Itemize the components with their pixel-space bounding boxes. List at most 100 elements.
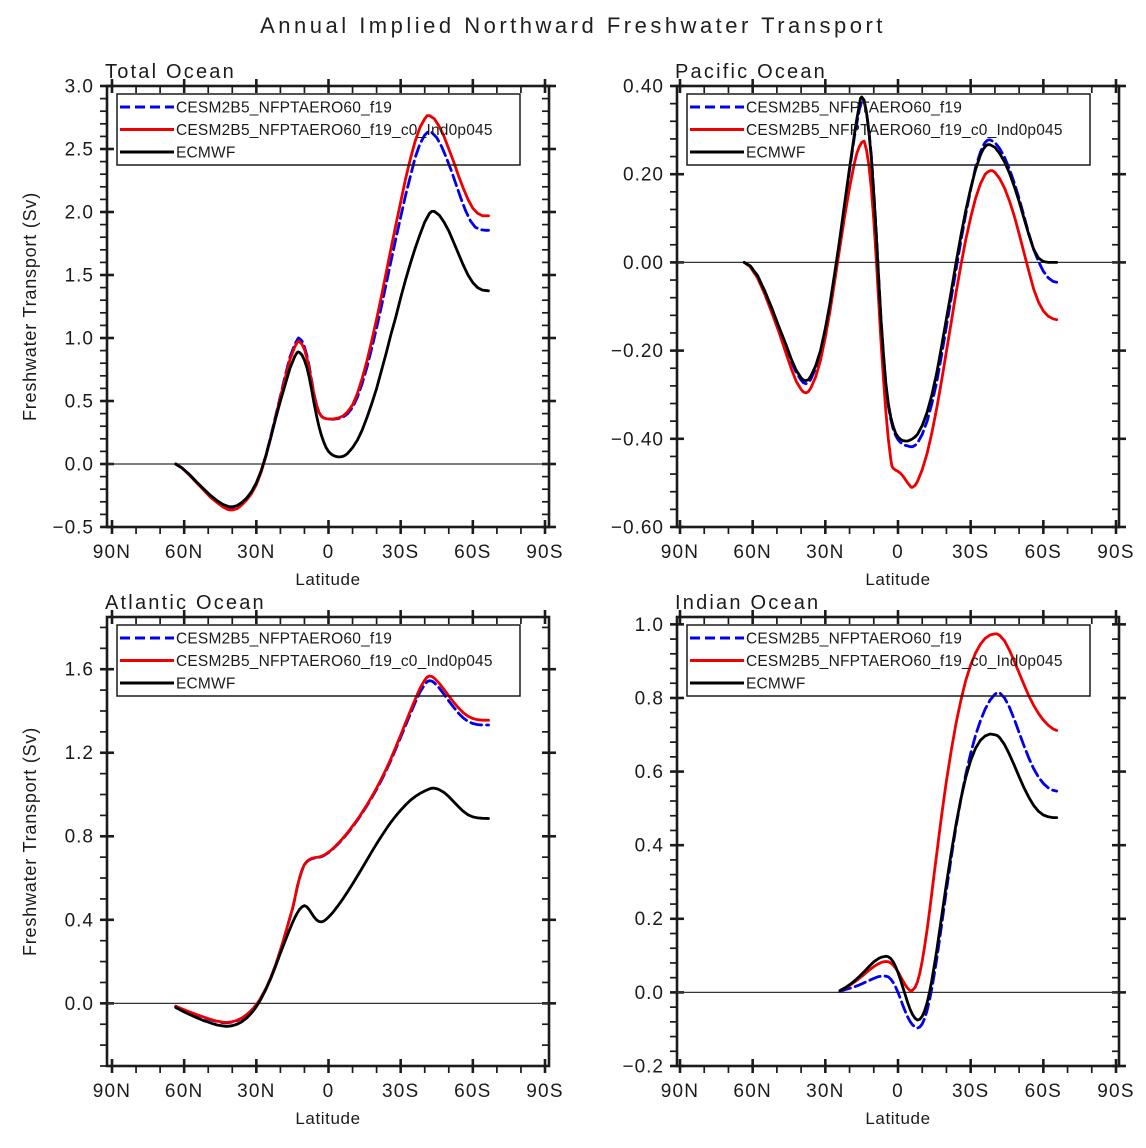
y-tick-label: 3.0 [65, 76, 94, 97]
panel-title: Pacific Ocean [675, 61, 827, 83]
x-tick-label: 90N [93, 542, 131, 563]
x-tick-label: 90N [93, 1081, 131, 1102]
y-tick-label: 1.0 [635, 615, 664, 636]
legend-box [116, 93, 521, 166]
x-tick-label: 60N [733, 542, 771, 563]
x-tick-label: 0 [892, 1081, 904, 1102]
y-tick-label: 0.20 [623, 165, 664, 186]
y-axis-label: Freshwater Transport (Sv) [20, 192, 40, 421]
x-tick-label: 30N [237, 542, 275, 563]
legend-label: CESM2B5_NFPTAERO60_f19 [746, 99, 962, 116]
legend-label: CESM2B5_NFPTAERO60_f19_c0_Ind0p045 [176, 122, 493, 139]
y-tick-label: 0.6 [635, 762, 664, 783]
legend-label: CESM2B5_NFPTAERO60_f19_c0_Ind0p045 [746, 122, 1063, 139]
plot-border [675, 84, 1121, 529]
x-tick-label: 60S [1025, 1081, 1062, 1102]
y-tick-label: −0.60 [611, 517, 664, 538]
series-ecmwf [742, 95, 1059, 443]
x-tick-label: 90N [661, 542, 699, 563]
y-tick-label: 1.6 [65, 660, 94, 681]
series-ecmwf [174, 210, 490, 509]
x-tick-label: 60S [454, 542, 491, 563]
panel-indian-ocean: 90N 60N 30N 0 30S 60S 90S 1.0 0.8 0.6 0.4 0.2 0.0 −0.… [622, 592, 1134, 1128]
legend-label: CESM2B5_NFPTAERO60_f19_c0_Ind0p045 [176, 653, 493, 670]
x-tick-label: 30N [237, 1081, 275, 1102]
y-tick-label: 1.0 [65, 328, 94, 349]
legend-label: CESM2B5_NFPTAERO60_f19 [176, 630, 392, 647]
plot-border [675, 615, 1121, 1068]
x-tick-label: 60N [733, 1081, 771, 1102]
x-axis-label: Latitude [295, 570, 360, 589]
y-tick-label: −0.2 [622, 1056, 664, 1077]
y-tick-label: 0.4 [635, 836, 664, 857]
panel-pacific-ocean: 90N 60N 30N 0 30S 60S 90S 0.40 0.20 0.00 −0.20 −0.4… [611, 61, 1134, 589]
series-cesm-f19-c0-ind0p045 [838, 632, 1059, 993]
legend-label: CESM2B5_NFPTAERO60_f19 [176, 99, 392, 116]
y-tick-label: 0.40 [623, 76, 664, 97]
panel-title: Indian Ocean [675, 592, 820, 614]
y-tick-label: 0.0 [65, 994, 94, 1015]
y-tick-label: 0.8 [635, 688, 664, 709]
series-cesm-f19-c0-ind0p045 [174, 674, 490, 1024]
legend-label: CESM2B5_NFPTAERO60_f19_c0_Ind0p045 [746, 653, 1063, 670]
x-tick-label: 30S [952, 542, 989, 563]
legend-label: ECMWF [746, 144, 806, 161]
y-tick-label: 0.8 [65, 827, 94, 848]
y-tick-label: 0.5 [65, 391, 94, 412]
series-ecmwf [838, 732, 1059, 1022]
y-tick-label: 2.0 [65, 202, 94, 223]
panel-atlantic-ocean: 90N 60N 30N 0 30S 60S 90S 1.6 1.2 0.8 0.4 0.0 Atlant… [20, 592, 563, 1128]
y-tick-label: 1.5 [65, 265, 94, 286]
legend-box [686, 93, 1091, 166]
y-tick-label: 0.4 [65, 910, 94, 931]
x-tick-label: 0 [892, 542, 904, 563]
x-tick-label: 30S [382, 542, 419, 563]
x-axis-label: Latitude [865, 570, 930, 589]
legend-label: CESM2B5_NFPTAERO60_f19 [746, 630, 962, 647]
panel-title: Atlantic Ocean [105, 592, 266, 614]
x-tick-label: 60N [165, 542, 203, 563]
x-tick-label: 90S [526, 542, 563, 563]
x-tick-label: 90S [1097, 1081, 1134, 1102]
x-axis-label: Latitude [295, 1109, 360, 1128]
series-cesm-f19-c0-ind0p045 [174, 114, 490, 512]
y-tick-label: 0.0 [65, 454, 94, 475]
legend-box [686, 624, 1091, 697]
y-tick-label: 1.2 [65, 743, 94, 764]
x-tick-label: 30S [952, 1081, 989, 1102]
x-tick-label: 0 [323, 1081, 335, 1102]
legend-label: ECMWF [746, 675, 806, 692]
y-tick-label: 0.0 [635, 983, 664, 1004]
x-tick-label: 60N [165, 1081, 203, 1102]
series-cesm-f19-c0-ind0p045 [742, 139, 1059, 489]
x-axis-label: Latitude [865, 1109, 930, 1128]
legend-label: ECMWF [176, 675, 236, 692]
x-tick-label: 0 [323, 542, 335, 563]
legend-label: ECMWF [176, 144, 236, 161]
series-cesm-f19 [838, 691, 1059, 1030]
y-axis-label: Freshwater Transport (Sv) [20, 727, 40, 956]
x-tick-label: 90S [1097, 542, 1134, 563]
y-tick-label: −0.5 [52, 517, 94, 538]
y-tick-label: 2.5 [65, 139, 94, 160]
panel-title: Total Ocean [105, 61, 236, 83]
series-ecmwf [174, 786, 490, 1028]
y-tick-label: 0.00 [623, 253, 664, 274]
x-tick-label: 30N [806, 1081, 844, 1102]
x-tick-label: 60S [1025, 542, 1062, 563]
legend-box [116, 624, 521, 697]
x-tick-label: 30N [806, 542, 844, 563]
x-tick-label: 60S [454, 1081, 491, 1102]
y-tick-label: 0.2 [635, 909, 664, 930]
panel-total-ocean: 90N 60N 30N 0 30S 60S 90S 3.0 2.5 2.0 1.5 1.0 0.5 0.0… [20, 61, 563, 589]
plot-border [105, 615, 551, 1068]
plot-border [105, 84, 551, 529]
y-tick-label: −0.20 [611, 341, 664, 362]
y-tick-label: −0.40 [611, 429, 664, 450]
x-tick-label: 90S [526, 1081, 563, 1102]
figure-title: Annual Implied Northward Freshwater Tran… [260, 13, 886, 38]
series-cesm-f19 [174, 130, 490, 511]
x-tick-label: 30S [382, 1081, 419, 1102]
series-cesm-f19 [174, 679, 490, 1025]
